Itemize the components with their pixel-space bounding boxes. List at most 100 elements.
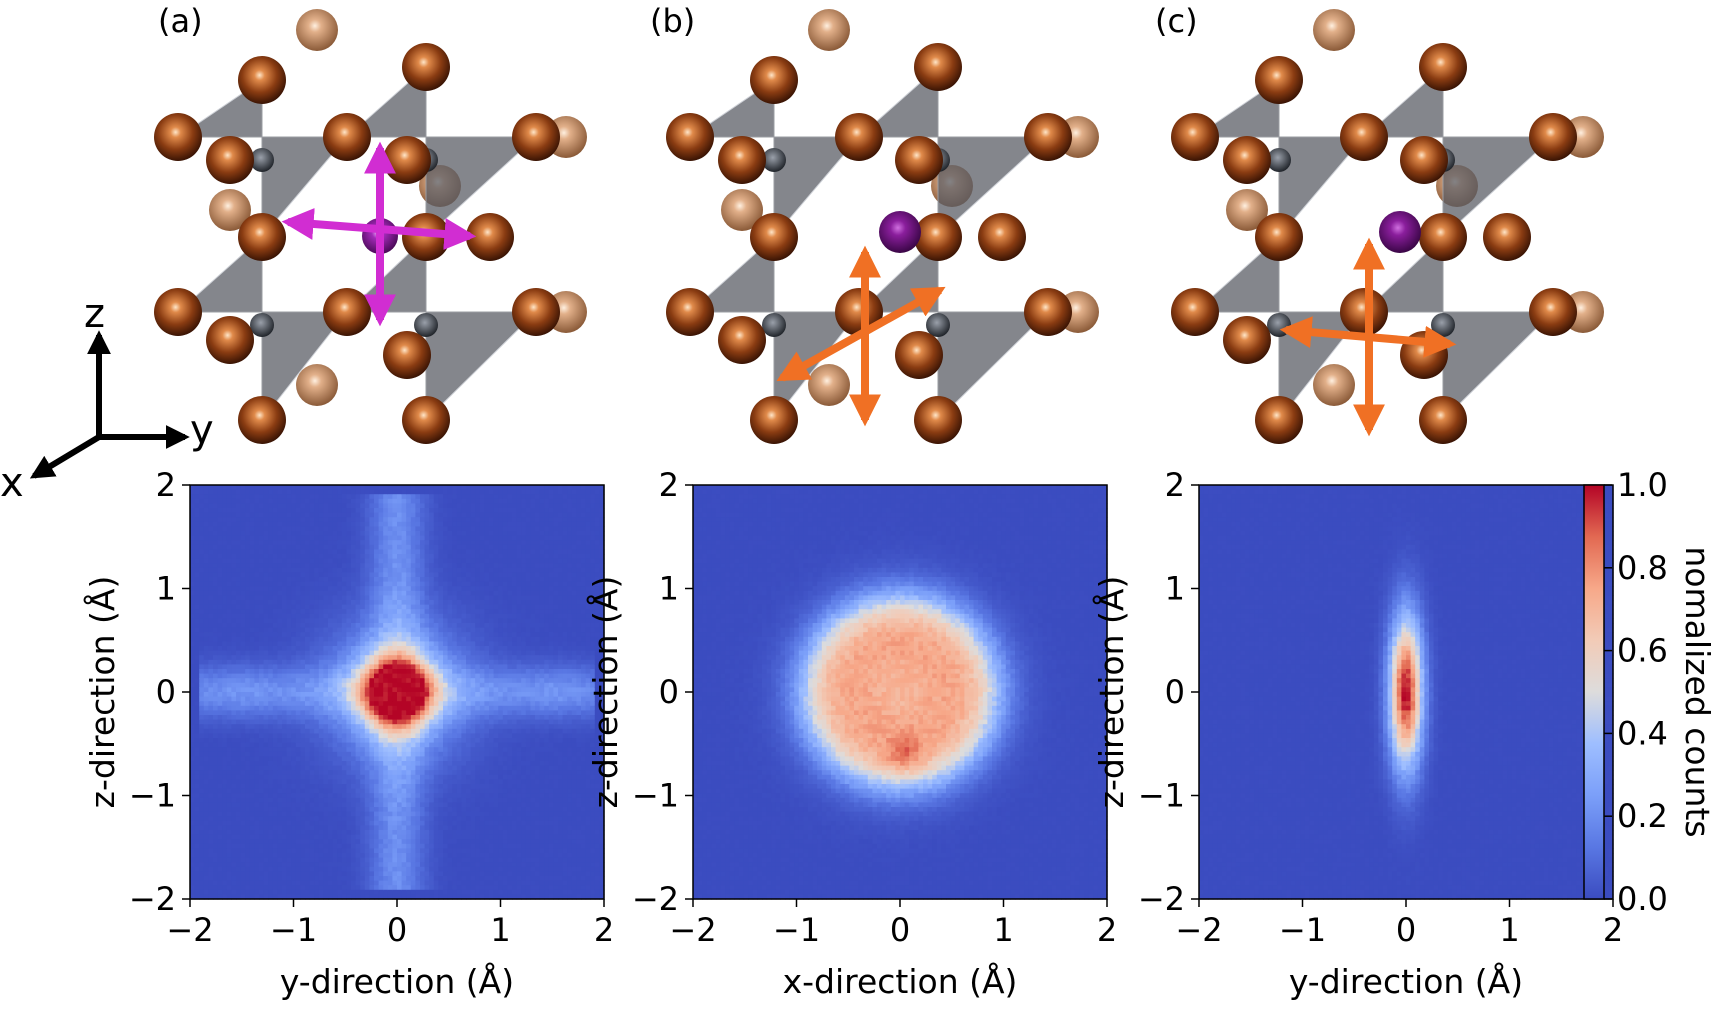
- heatmap-cell: [346, 508, 352, 514]
- heatmap-cell: [190, 521, 196, 527]
- heatmap-cell: [323, 811, 329, 817]
- heatmap-cell: [346, 682, 352, 688]
- heatmap-cell: [433, 586, 439, 592]
- heatmap-cell: [328, 572, 334, 578]
- heatmap-cell: [410, 503, 416, 509]
- heatmap-cell: [337, 494, 343, 500]
- heatmap-cell: [387, 563, 393, 569]
- heatmap-cell: [332, 715, 338, 721]
- heatmap-cell: [415, 885, 421, 891]
- heatmap-cell: [351, 572, 357, 578]
- heatmap-cell: [259, 705, 265, 711]
- heatmap-cell: [351, 774, 357, 780]
- heatmap-cell: [305, 761, 311, 767]
- heatmap-cell: [374, 669, 380, 675]
- heatmap-cell: [355, 636, 361, 642]
- heatmap-cell: [314, 544, 320, 550]
- heatmap-cell: [272, 526, 278, 532]
- heatmap-cell: [305, 889, 311, 895]
- heatmap-cell: [231, 853, 237, 859]
- heatmap-cell: [346, 650, 352, 656]
- heatmap-cell: [272, 807, 278, 813]
- heatmap-cell: [374, 586, 380, 592]
- heatmap-cell: [190, 604, 196, 610]
- heatmap-cell: [268, 489, 274, 495]
- heatmap-cell: [328, 512, 334, 518]
- heatmap-cell: [323, 825, 329, 831]
- heatmap-cell: [249, 650, 255, 656]
- heatmap-cell: [217, 581, 223, 587]
- heatmap-cell: [282, 876, 288, 882]
- heatmap-cell: [332, 517, 338, 523]
- heatmap-cell: [272, 705, 278, 711]
- heatmap-cell: [332, 623, 338, 629]
- heatmap-cell: [397, 673, 403, 679]
- heatmap-cell: [282, 825, 288, 831]
- heatmap-cell: [341, 623, 347, 629]
- heatmap-cell: [406, 554, 412, 560]
- heatmap-cell: [406, 526, 412, 532]
- heatmap-cell: [415, 701, 421, 707]
- heatmap-cell: [410, 531, 416, 537]
- heatmap-cell: [272, 498, 278, 504]
- lead-atom: [238, 213, 286, 261]
- heatmap-cell: [401, 733, 407, 739]
- heatmap-cell: [208, 526, 214, 532]
- heatmap-cell: [378, 825, 384, 831]
- heatmap-cell: [401, 761, 407, 767]
- heatmap-cell: [341, 710, 347, 716]
- heatmap-cell: [282, 761, 288, 767]
- heatmap-cell: [305, 581, 311, 587]
- heatmap-cell: [369, 756, 375, 762]
- heatmap-cell: [259, 751, 265, 757]
- heatmap-cell: [291, 494, 297, 500]
- heatmap-cell: [429, 650, 435, 656]
- heatmap-cell: [236, 558, 242, 564]
- heatmap-cell: [341, 839, 347, 845]
- heatmap-cell: [286, 540, 292, 546]
- heatmap-cell: [401, 512, 407, 518]
- heatmap-cell: [410, 834, 416, 840]
- heatmap-cell: [199, 839, 205, 845]
- heatmap-cell: [190, 774, 196, 780]
- heatmap-cell: [295, 517, 301, 523]
- heatmap-cell: [277, 807, 283, 813]
- heatmap-cell: [383, 747, 389, 753]
- heatmap-cell: [194, 715, 200, 721]
- heatmap-cell: [295, 816, 301, 822]
- heatmap-cell: [268, 544, 274, 550]
- heatmap-cell: [392, 544, 398, 550]
- heatmap-cell: [217, 577, 223, 583]
- lead-atom: [1171, 288, 1219, 336]
- heatmap-cell: [309, 894, 315, 900]
- heatmap-cell: [236, 696, 242, 702]
- heatmap-cell: [351, 618, 357, 624]
- heatmap-cell: [337, 577, 343, 583]
- heatmap-cell: [374, 613, 380, 619]
- heatmap-cell: [360, 742, 366, 748]
- heatmap-cell: [203, 512, 209, 518]
- heatmap-cell: [328, 586, 334, 592]
- heatmap-cell: [337, 678, 343, 684]
- heatmap-cell: [341, 894, 347, 900]
- heatmap-cell: [300, 586, 306, 592]
- heatmap-cell: [433, 701, 439, 707]
- heatmap-cell: [401, 880, 407, 886]
- lead-atom: [914, 43, 962, 91]
- heatmap-cell: [240, 687, 246, 693]
- heatmap-cell: [226, 788, 232, 794]
- heatmap-cell: [295, 825, 301, 831]
- heatmap-cell: [263, 627, 269, 633]
- heatmap-cell: [305, 572, 311, 578]
- heatmap-cell: [341, 517, 347, 523]
- heatmap-cell: [245, 535, 251, 541]
- heatmap-cell: [272, 535, 278, 541]
- heatmap-cell: [392, 609, 398, 615]
- heatmap-cell: [351, 719, 357, 725]
- heatmap-cell: [323, 857, 329, 863]
- heatmap-cell: [410, 535, 416, 541]
- heatmap-cell: [337, 788, 343, 794]
- heatmap-cell: [249, 641, 255, 647]
- heatmap-cell: [387, 857, 393, 863]
- heatmap-cell: [277, 554, 283, 560]
